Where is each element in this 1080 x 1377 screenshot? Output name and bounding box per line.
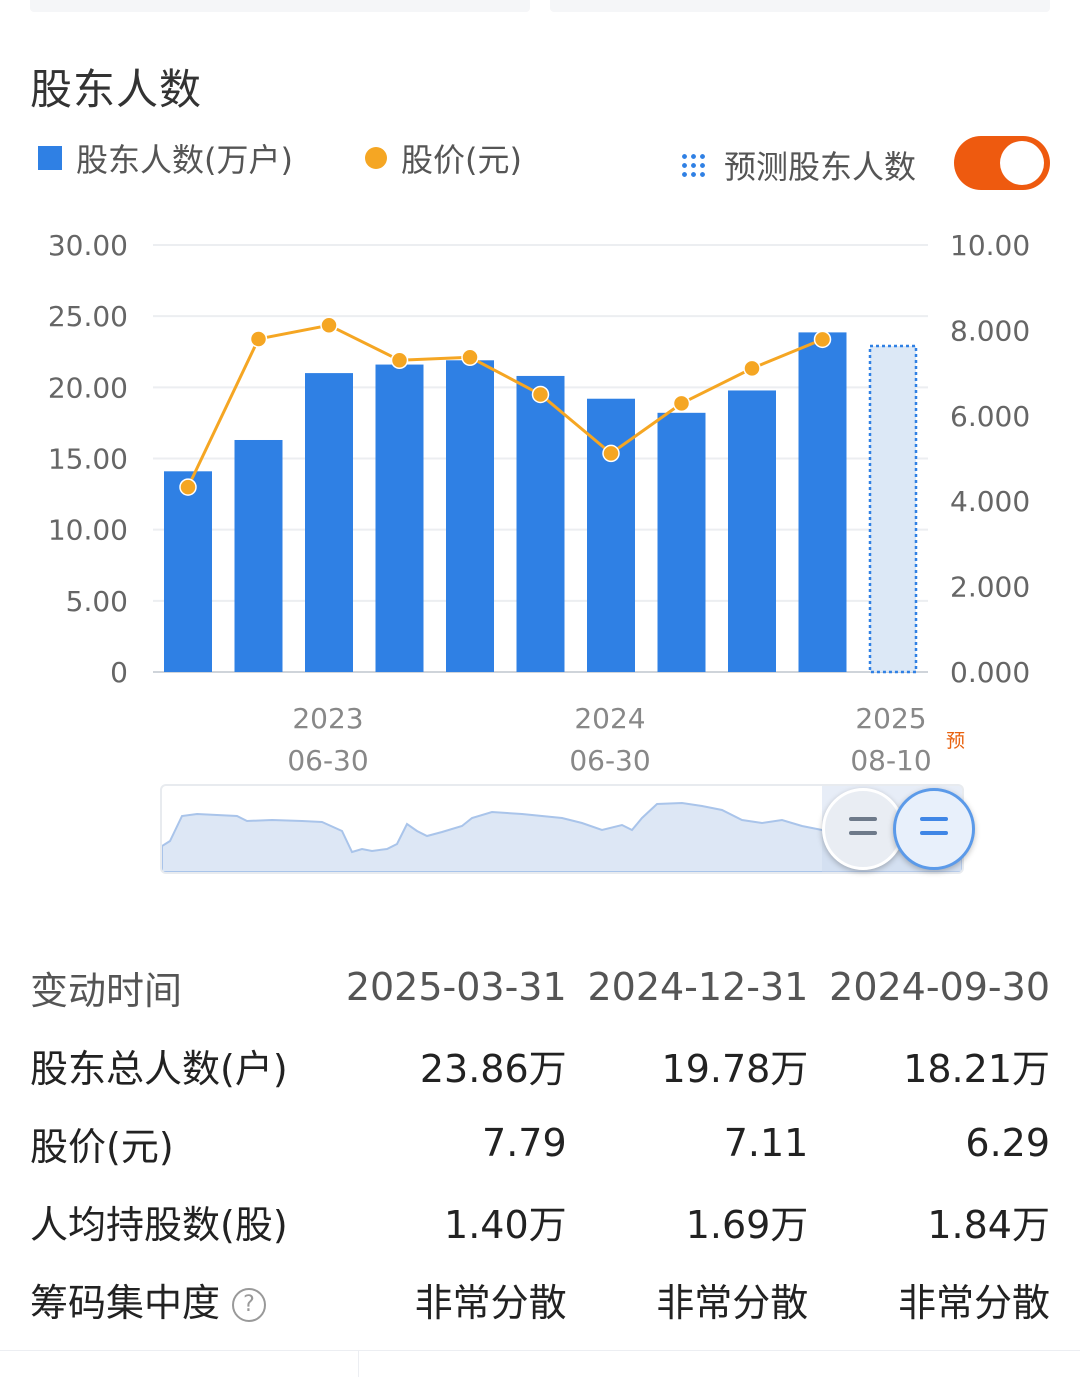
holders-bar [234, 439, 283, 672]
cell: 1.84万 [927, 1202, 1050, 1247]
cell: 6.29 [965, 1121, 1050, 1165]
y-right-tick-label: 2.000 [950, 571, 1030, 604]
y-left-tick-label: 5.00 [66, 585, 128, 618]
price-point [249, 330, 268, 348]
row-label: 人均持股数(股) [30, 1202, 288, 1247]
price-point [672, 394, 691, 413]
y-left-tick-label: 25.00 [48, 300, 128, 333]
header-label: 变动时间 [30, 968, 183, 1013]
cell: 1.69万 [685, 1202, 809, 1247]
holders-bar [164, 471, 212, 672]
holders-bar [446, 360, 494, 672]
holders-bar [305, 373, 353, 672]
row-label-cell: 筹码集中度? [30, 1260, 325, 1338]
top-card-left[interactable] [30, 0, 530, 12]
x-tick-2-year: 2024 [574, 702, 646, 735]
holders-table: 变动时间 2025-03-31 2024-12-31 2024-09-30 股东… [30, 948, 1050, 1338]
legend-forecast-label: 预测股东人数 [724, 148, 917, 186]
cell: 非常分散 [414, 1280, 567, 1325]
forecast-tag: 预 [946, 730, 966, 752]
legend-forecast: 预测股东人数 [680, 142, 916, 188]
y-left-tick-label: 0 [110, 656, 128, 689]
holders-bar [375, 364, 424, 672]
price-line [186, 323, 824, 488]
holders-chart: 30.00 25.00 20.00 15.00 10.00 5.00 0 10.00 8.000… [48, 229, 1030, 689]
legend-price-label: 股价(元) [401, 141, 522, 179]
cell: 23.86万 [419, 1046, 567, 1091]
legend-holders-label: 股东人数(万户) [76, 141, 293, 179]
holders-bar [587, 398, 635, 672]
holders-bar [657, 412, 706, 672]
y-left-tick-label: 10.00 [48, 514, 128, 547]
y-right-tick-label: 0.000 [950, 656, 1030, 689]
navigator-right-handle[interactable] [893, 788, 975, 870]
section-title: 股东人数 [30, 65, 203, 114]
header-date-2: 2024-12-31 [587, 965, 809, 1009]
navigator-left-handle[interactable] [822, 788, 904, 870]
y-right-tick-label: 8.000 [950, 314, 1030, 347]
legend-holders[interactable]: 股东人数(万户) [38, 135, 293, 181]
price-point [179, 478, 197, 496]
legend-dot-icon [365, 147, 387, 169]
forecast-toggle[interactable] [954, 136, 1050, 190]
x-tick-1: 2023 06-30 [263, 698, 393, 782]
cell: 18.21万 [903, 1046, 1050, 1091]
y-left-tick-label: 20.00 [48, 371, 128, 404]
cell: 非常分散 [897, 1280, 1050, 1325]
question-circle-icon[interactable]: ? [232, 1288, 267, 1322]
price-point [390, 351, 409, 370]
top-card-right[interactable] [550, 0, 1050, 12]
x-tick-3: 2025 08-10 [826, 698, 956, 782]
table-row: 筹码集中度? 非常分散 非常分散 非常分散 [30, 1260, 1050, 1338]
price-point [602, 444, 620, 463]
holders-bar [728, 390, 776, 672]
row-label: 筹码集中度 [30, 1280, 221, 1325]
x-tick-1-date: 06-30 [287, 744, 369, 777]
bottom-tabs [0, 1350, 1080, 1377]
y-right-tick-label: 10.00 [950, 229, 1030, 262]
toggle-knob [1000, 141, 1044, 185]
table-row: 人均持股数(股) 1.40万 1.69万 1.84万 [30, 1182, 1050, 1260]
cell: 非常分散 [656, 1280, 809, 1325]
legend-price[interactable]: 股价(元) [365, 135, 522, 181]
table-row: 股东总人数(户) 23.86万 19.78万 18.21万 [30, 1026, 1050, 1104]
header-date-3: 2024-09-30 [829, 965, 1050, 1009]
row-label: 股价(元) [30, 1124, 174, 1169]
cell: 7.11 [723, 1121, 809, 1165]
cell: 1.40万 [444, 1202, 567, 1247]
header-date-1: 2025-03-31 [345, 965, 567, 1009]
price-point [320, 316, 338, 335]
table-header-row: 变动时间 2025-03-31 2024-12-31 2024-09-30 [30, 948, 1050, 1026]
y-left-tick-label: 15.00 [48, 443, 128, 476]
legend-square-icon [38, 146, 62, 170]
x-tick-2: 2024 06-30 [545, 698, 675, 782]
x-tick-2-date: 06-30 [569, 744, 651, 777]
price-point [813, 330, 832, 349]
y-right-tick-label: 6.000 [950, 400, 1030, 433]
y-left-tick-label: 30.00 [48, 229, 128, 262]
y-right-tick-label: 4.000 [950, 485, 1030, 518]
tab-separator [358, 1351, 359, 1377]
holders-bar [516, 375, 565, 672]
price-point [743, 359, 761, 378]
price-point [531, 385, 550, 404]
price-point [461, 348, 479, 367]
cell: 7.79 [482, 1121, 567, 1165]
x-tick-3-date: 08-10 [850, 744, 932, 777]
x-tick-1-year: 2023 [292, 702, 364, 735]
forecast-bar [868, 344, 918, 674]
cell: 19.78万 [661, 1046, 809, 1091]
table-row: 股价(元) 7.79 7.11 6.29 [30, 1104, 1050, 1182]
row-label: 股东总人数(户) [30, 1046, 288, 1091]
holders-bar [798, 332, 847, 672]
x-tick-3-year: 2025 [855, 702, 927, 735]
dotted-square-icon [680, 152, 706, 178]
